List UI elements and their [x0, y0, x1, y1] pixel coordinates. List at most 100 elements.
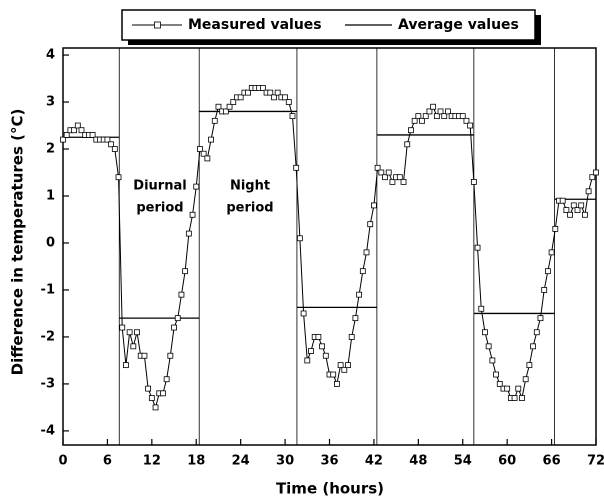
x-tick-label: 72: [587, 454, 604, 469]
measured-marker: [352, 315, 359, 322]
measured-marker: [171, 324, 177, 331]
legend-marker: [154, 21, 161, 29]
measured-marker: [467, 122, 474, 129]
legend-label: Average values: [398, 17, 519, 33]
measured-marker: [185, 230, 192, 237]
measured-marker: [581, 211, 588, 218]
measured-marker: [485, 343, 492, 350]
measured-marker: [522, 376, 529, 383]
measured-marker: [296, 235, 303, 242]
x-tick-label: 6: [103, 454, 112, 469]
legend-box: [121, 9, 536, 41]
y-tick-label: 2: [46, 142, 55, 157]
measured-marker: [141, 352, 148, 359]
measured-marker: [293, 164, 300, 171]
measured-line: [62, 87, 597, 410]
measured-marker: [563, 207, 570, 213]
measured-marker: [411, 117, 418, 124]
measured-marker: [89, 132, 96, 138]
y-tick-label: -1: [41, 282, 55, 297]
measured-marker: [404, 141, 411, 148]
measured-marker: [441, 113, 448, 120]
annotation: period: [136, 201, 183, 216]
measured-marker: [60, 136, 66, 143]
measured-marker: [334, 381, 340, 387]
measured-marker: [285, 99, 292, 105]
annotation: Night: [230, 179, 270, 194]
x-tick-label: 12: [143, 454, 161, 469]
measured-marker: [226, 103, 233, 110]
y-tick-label: 0: [46, 235, 55, 250]
measured-marker: [211, 117, 218, 124]
measured-marker: [130, 343, 137, 350]
x-tick-label: 66: [543, 454, 561, 469]
measured-marker: [552, 225, 559, 232]
measured-marker: [348, 334, 355, 340]
measured-marker: [345, 362, 351, 369]
measured-marker: [493, 371, 499, 378]
plot-frame: [62, 47, 597, 446]
measured-marker: [300, 310, 307, 317]
measured-marker: [374, 164, 381, 171]
measured-marker: [182, 268, 189, 275]
measured-marker: [422, 113, 429, 120]
measured-marker: [359, 268, 366, 275]
measured-marker: [189, 211, 196, 218]
measured-marker: [530, 343, 536, 350]
measured-marker: [356, 291, 363, 298]
x-tick-label: 36: [320, 454, 338, 469]
measured-marker: [145, 385, 152, 392]
measured-marker: [330, 371, 337, 378]
measured-marker: [271, 94, 277, 101]
measured-marker: [385, 169, 392, 176]
measured-marker: [533, 329, 540, 336]
measured-marker: [230, 99, 237, 105]
annotation: period: [226, 201, 273, 216]
measured-marker: [267, 89, 274, 96]
x-tick-label: 60: [498, 454, 516, 469]
measured-marker: [515, 385, 522, 392]
x-tick-label: 54: [454, 454, 472, 469]
measured-marker: [585, 188, 592, 195]
measured-marker: [459, 113, 466, 120]
measured-marker: [289, 113, 296, 120]
x-tick-label: 24: [232, 454, 250, 469]
measured-marker: [215, 103, 222, 110]
measured-marker: [593, 169, 599, 176]
measured-marker: [119, 324, 126, 331]
annotation: Diurnal: [133, 179, 186, 194]
measured-marker: [567, 211, 573, 218]
measured-marker: [322, 352, 329, 359]
measured-marker: [108, 141, 115, 148]
x-tick-label: 0: [58, 454, 67, 469]
measured-marker: [78, 127, 85, 134]
measured-marker: [482, 329, 488, 336]
measured-marker: [123, 362, 129, 369]
measured-marker: [378, 169, 385, 176]
measured-marker: [589, 174, 596, 181]
measured-marker: [245, 89, 251, 96]
measured-marker: [367, 221, 374, 228]
measured-marker: [559, 197, 566, 204]
measured-marker: [319, 343, 325, 350]
measured-marker: [193, 183, 200, 190]
measured-marker: [474, 244, 481, 251]
measured-marker: [308, 348, 314, 354]
measured-marker: [63, 132, 70, 138]
measured-marker: [478, 305, 485, 312]
measured-marker: [578, 202, 585, 209]
measured-marker: [541, 287, 548, 293]
measured-marker: [71, 127, 78, 134]
measured-marker: [496, 381, 503, 387]
measured-marker: [315, 334, 322, 340]
measured-marker: [104, 136, 111, 143]
measured-marker: [504, 385, 511, 392]
measured-marker: [415, 113, 422, 120]
measured-marker: [259, 85, 266, 91]
measured-marker: [204, 155, 211, 162]
measured-marker: [544, 268, 551, 275]
measured-marker: [389, 178, 396, 185]
measured-marker: [337, 362, 344, 369]
measured-marker: [163, 376, 170, 383]
